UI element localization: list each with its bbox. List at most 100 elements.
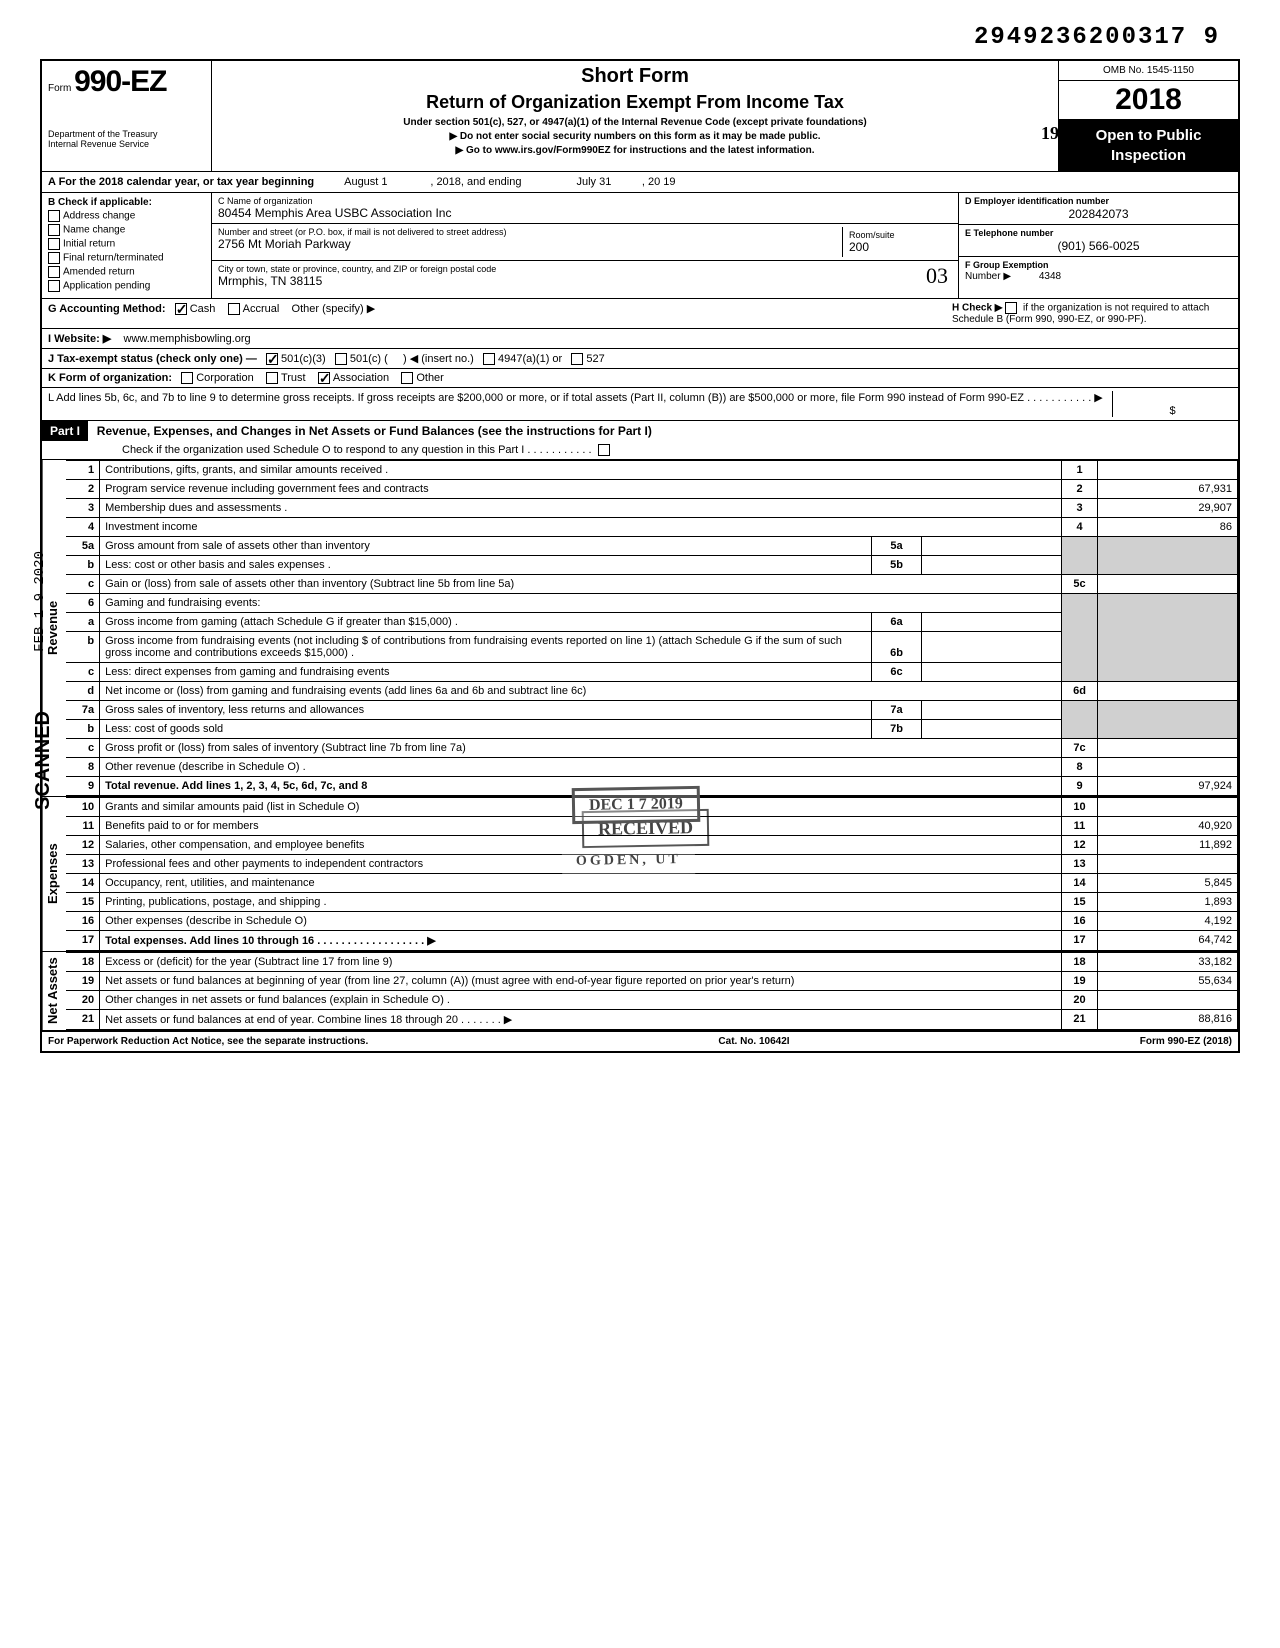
org-addr-row: Number and street (or P.O. box, if mail …	[212, 224, 958, 261]
chk-label: Address change	[63, 211, 135, 222]
j-label: J Tax-exempt status (check only one) —	[48, 353, 257, 365]
subtitle-1: Under section 501(c), 527, or 4947(a)(1)…	[222, 117, 1048, 128]
stamp-date: DEC 1 7 2019	[572, 786, 700, 824]
part1-header-row: Part I Revenue, Expenses, and Changes in…	[42, 421, 1238, 460]
i-label: I Website: ▶	[48, 333, 111, 345]
line-3: 3Membership dues and assessments .329,90…	[66, 499, 1238, 518]
line-7c: cGross profit or (loss) from sales of in…	[66, 739, 1238, 758]
corp-label: Corporation	[196, 372, 253, 384]
chk-trust[interactable]	[266, 372, 278, 384]
trust-label: Trust	[281, 372, 306, 384]
scanned-stamp: SCANNED	[32, 711, 55, 810]
line-21: 21Net assets or fund balances at end of …	[66, 1010, 1238, 1030]
tel-value: (901) 566-0025	[965, 239, 1232, 253]
row-a-tax-year: A For the 2018 calendar year, or tax yea…	[42, 172, 1238, 193]
chk-cash[interactable]	[175, 303, 187, 315]
form-box: Form 990-EZ Department of the Treasury I…	[42, 61, 212, 171]
short-form-title: Short Form	[222, 65, 1048, 88]
form-container: Form 990-EZ Department of the Treasury I…	[40, 59, 1240, 1053]
chk-name-change[interactable]: Name change	[48, 224, 205, 236]
room-label: Room/suite	[849, 230, 946, 240]
form-number: 990-EZ	[74, 65, 166, 98]
form-label: Form	[48, 83, 71, 94]
chk-pending[interactable]: Application pending	[48, 280, 205, 292]
chk-final-return[interactable]: Final return/terminated	[48, 252, 205, 264]
row-l: L Add lines 5b, 6c, and 7b to line 9 to …	[42, 388, 1238, 421]
col-b-header: B Check if applicable:	[48, 197, 152, 208]
expenses-block: Expenses 10Grants and similar amounts pa…	[42, 797, 1238, 952]
grp-label: F Group Exemption	[965, 260, 1049, 270]
part1-check-text: Check if the organization used Schedule …	[122, 444, 592, 456]
ein-value: 202842073	[965, 207, 1232, 221]
chk-label: Name change	[63, 225, 125, 236]
chk-label: Final return/terminated	[63, 253, 164, 264]
chk-address-change[interactable]: Address change	[48, 210, 205, 222]
chk-schedule-o[interactable]	[598, 444, 610, 456]
org-name-label: C Name of organization	[218, 196, 952, 206]
line-17: 17Total expenses. Add lines 10 through 1…	[66, 931, 1238, 951]
ein-row: D Employer identification number 2028420…	[959, 193, 1238, 225]
year-box: OMB No. 1545-1150 2018 Open to Public In…	[1058, 61, 1238, 171]
footer-mid: Cat. No. 10642I	[718, 1036, 789, 1047]
line-20: 20Other changes in net assets or fund ba…	[66, 991, 1238, 1010]
part1-title: Revenue, Expenses, and Changes in Net As…	[91, 421, 658, 441]
501c3-label: 501(c)(3)	[281, 353, 326, 365]
chk-other-org[interactable]	[401, 372, 413, 384]
handwritten-190: 190	[1041, 123, 1068, 144]
feb-date-stamp: FEB 1 9 2020	[32, 551, 48, 652]
row-i: I Website: ▶ www.memphisbowling.org	[42, 329, 1238, 349]
l-text: L Add lines 5b, 6c, and 7b to line 9 to …	[48, 392, 1103, 404]
tel-row: E Telephone number (901) 566-0025	[959, 225, 1238, 257]
org-name: 80454 Memphis Area USBC Association Inc	[218, 206, 451, 220]
stamp-ogden: OGDEN, UT	[562, 846, 695, 876]
chk-527[interactable]	[571, 353, 583, 365]
revenue-table: 1Contributions, gifts, grants, and simil…	[66, 460, 1238, 796]
k-label: K Form of organization:	[48, 372, 172, 384]
year-end: July 31	[576, 176, 611, 188]
room-val: 200	[849, 240, 869, 254]
line-18: 18Excess or (deficit) for the year (Subt…	[66, 953, 1238, 972]
netassets-block: Net Assets 18Excess or (deficit) for the…	[42, 952, 1238, 1032]
header-row: Form 990-EZ Department of the Treasury I…	[42, 61, 1238, 172]
line-5a: 5aGross amount from sale of assets other…	[66, 537, 1238, 556]
chk-corp[interactable]	[181, 372, 193, 384]
city-label: City or town, state or province, country…	[218, 264, 952, 274]
top-control-number: 2949236200317 9	[40, 20, 1240, 59]
subtitle-3: ▶ Go to www.irs.gov/Form990EZ for instru…	[222, 145, 1048, 156]
chk-schedule-b[interactable]	[1005, 302, 1017, 314]
g-label: G Accounting Method:	[48, 303, 166, 315]
row-gh: G Accounting Method: Cash Accrual Other …	[42, 299, 1238, 329]
chk-initial-return[interactable]: Initial return	[48, 238, 205, 250]
row-j: J Tax-exempt status (check only one) — 5…	[42, 349, 1238, 369]
h-label: H Check ▶	[952, 303, 1002, 314]
tax-year: 2018	[1059, 81, 1238, 120]
chk-label: Application pending	[63, 281, 150, 292]
handwritten-03: 03	[926, 263, 948, 289]
chk-501c3[interactable]	[266, 353, 278, 365]
col-c-org-info: C Name of organization 80454 Memphis Are…	[212, 193, 958, 298]
netassets-table: 18Excess or (deficit) for the year (Subt…	[66, 952, 1238, 1030]
chk-accrual[interactable]	[228, 303, 240, 315]
omb-number: OMB No. 1545-1150	[1059, 61, 1238, 81]
chk-assoc[interactable]	[318, 372, 330, 384]
4947-label: 4947(a)(1) or	[498, 353, 562, 365]
subtitle-2: ▶ Do not enter social security numbers o…	[222, 131, 1048, 142]
h-box: H Check ▶ if the organization is not req…	[952, 302, 1232, 325]
chk-amended[interactable]: Amended return	[48, 266, 205, 278]
line-4: 4Investment income486	[66, 518, 1238, 537]
part1-check-row: Check if the organization used Schedule …	[42, 441, 1238, 459]
line-14: 14Occupancy, rent, utilities, and mainte…	[66, 874, 1238, 893]
revenue-block: Revenue 1Contributions, gifts, grants, a…	[42, 460, 1238, 797]
room-box: Room/suite 200	[842, 227, 952, 257]
line-6d: dNet income or (loss) from gaming and fu…	[66, 682, 1238, 701]
website-value: www.memphisbowling.org	[124, 333, 251, 345]
tel-label: E Telephone number	[965, 228, 1053, 238]
other-org-label: Other	[416, 372, 444, 384]
chk-501c[interactable]	[335, 353, 347, 365]
footer-right: Form 990-EZ (2018)	[1140, 1036, 1232, 1047]
year-mid: , 2018, and ending	[430, 176, 521, 188]
line-15: 15Printing, publications, postage, and s…	[66, 893, 1238, 912]
chk-4947[interactable]	[483, 353, 495, 365]
subtitle-2-text: ▶ Do not enter social security numbers o…	[449, 131, 820, 142]
other-label: Other (specify) ▶	[292, 303, 376, 315]
